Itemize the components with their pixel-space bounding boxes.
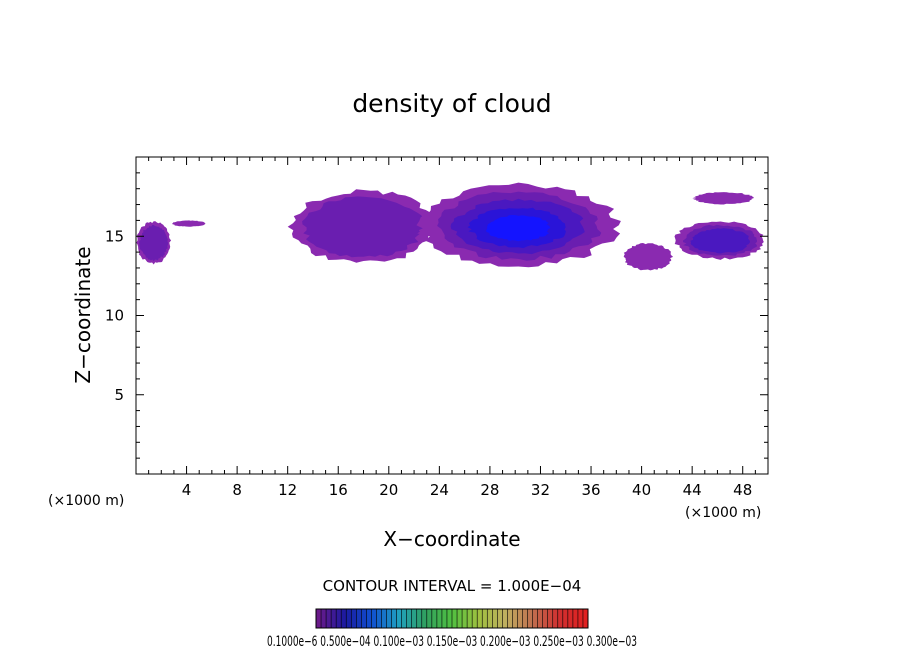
colorbar-swatch xyxy=(582,609,589,628)
colorbar-swatch xyxy=(381,609,388,628)
colorbar-swatch xyxy=(507,609,513,628)
colorbar-swatch xyxy=(416,609,423,628)
colorbar-swatch xyxy=(386,609,393,628)
density-field xyxy=(136,182,764,271)
colorbar-swatch xyxy=(452,609,458,628)
cloud-contour xyxy=(623,243,674,271)
colorbar-swatch xyxy=(346,609,352,628)
colorbar-swatch xyxy=(321,609,327,628)
colorbar-swatch xyxy=(331,609,337,628)
axis-ticks xyxy=(136,157,768,474)
colorbar-swatch xyxy=(572,609,579,628)
cloud-contour xyxy=(692,192,754,205)
colorbar-swatch xyxy=(552,609,559,628)
colorbar-swatch xyxy=(431,609,438,628)
colorbar-swatch xyxy=(351,609,357,628)
cloud-contour xyxy=(302,196,425,258)
x-tick-label: 24 xyxy=(430,481,449,499)
colorbar-swatch xyxy=(341,609,347,628)
x-tick-label: 36 xyxy=(581,481,600,499)
colorbar-swatch xyxy=(457,609,463,628)
colorbar-swatch xyxy=(316,609,322,628)
colorbar-swatch xyxy=(441,609,448,628)
x-tick-label: 16 xyxy=(329,481,348,499)
cloud-contour xyxy=(172,220,206,227)
colorbar-swatch xyxy=(467,609,473,628)
colorbar-swatch xyxy=(512,609,518,628)
colorbar-swatch xyxy=(487,609,493,628)
x-tick-label: 4 xyxy=(182,481,192,499)
colorbar-swatch xyxy=(527,609,534,628)
colorbar-swatch xyxy=(472,609,478,628)
x-tick-label: 44 xyxy=(683,481,702,499)
colorbar-swatch xyxy=(557,609,564,628)
colorbar-swatch xyxy=(406,609,413,628)
colorbar-labels: 0.1000e−6 0.500e−04 0.100e−03 0.150e−03 … xyxy=(267,634,637,650)
y-axis-label: Z−coordinate xyxy=(71,246,95,383)
x-tick-labels: 4 8 12 16 20 24 28 32 36 40 44 48 xyxy=(182,481,752,499)
y-tick-label: 10 xyxy=(105,307,124,325)
x-tick-label: 40 xyxy=(632,481,651,499)
colorbar-swatch xyxy=(492,609,498,628)
colorbar-swatch xyxy=(537,609,544,628)
colorbar-swatch xyxy=(532,609,539,628)
colorbar-swatch xyxy=(577,609,584,628)
colorbar-swatch xyxy=(391,609,398,628)
colorbar-swatch xyxy=(547,609,554,628)
colorbar-swatch xyxy=(356,609,362,628)
colorbar-swatch xyxy=(522,609,529,628)
cloud-contour xyxy=(139,224,169,262)
colorbar-swatch xyxy=(411,609,418,628)
colorbar-swatch xyxy=(426,609,433,628)
colorbar-swatch xyxy=(567,609,574,628)
x-tick-label: 28 xyxy=(480,481,499,499)
y-tick-labels: 5 10 15 xyxy=(105,227,124,404)
x-tick-label: 20 xyxy=(379,481,398,499)
colorbar-swatch xyxy=(482,609,488,628)
colorbar-swatch xyxy=(502,609,508,628)
contour-interval: CONTOUR INTERVAL = 1.000E−04 xyxy=(323,577,582,595)
colorbar-swatch xyxy=(376,609,382,628)
colorbar-swatch xyxy=(326,609,332,628)
colorbar-swatch xyxy=(562,609,569,628)
colorbar-swatch xyxy=(401,609,408,628)
colorbar-swatch xyxy=(517,609,524,628)
colorbar-swatch xyxy=(336,609,342,628)
y-tick-label: 15 xyxy=(105,227,124,245)
colorbar-swatch xyxy=(421,609,428,628)
colorbar-swatch xyxy=(542,609,549,628)
colorbar-frame xyxy=(315,608,589,629)
chart-title: density of cloud xyxy=(352,89,551,118)
x-tick-label: 48 xyxy=(733,481,752,499)
colorbar-swatch xyxy=(477,609,483,628)
colorbar-swatch xyxy=(436,609,443,628)
colorbar-swatch xyxy=(366,609,372,628)
colorbar-swatch xyxy=(361,609,367,628)
x-tick-label: 32 xyxy=(531,481,550,499)
x-axis-label: X−coordinate xyxy=(383,527,520,551)
colorbar-swatch xyxy=(396,609,403,628)
cloud-contour xyxy=(690,228,750,254)
colorbar xyxy=(315,609,589,628)
colorbar-swatch xyxy=(371,609,377,628)
colorbar-swatch xyxy=(462,609,468,628)
x-unit-label: (×1000 m) xyxy=(685,505,761,521)
x-tick-label: 8 xyxy=(232,481,242,499)
x-tick-label: 12 xyxy=(278,481,297,499)
colorbar-swatch xyxy=(446,609,453,628)
cloud-contour xyxy=(486,215,551,242)
colorbar-swatch xyxy=(497,609,503,628)
y-unit-label: (×1000 m) xyxy=(48,493,124,509)
y-tick-label: 5 xyxy=(114,386,124,404)
